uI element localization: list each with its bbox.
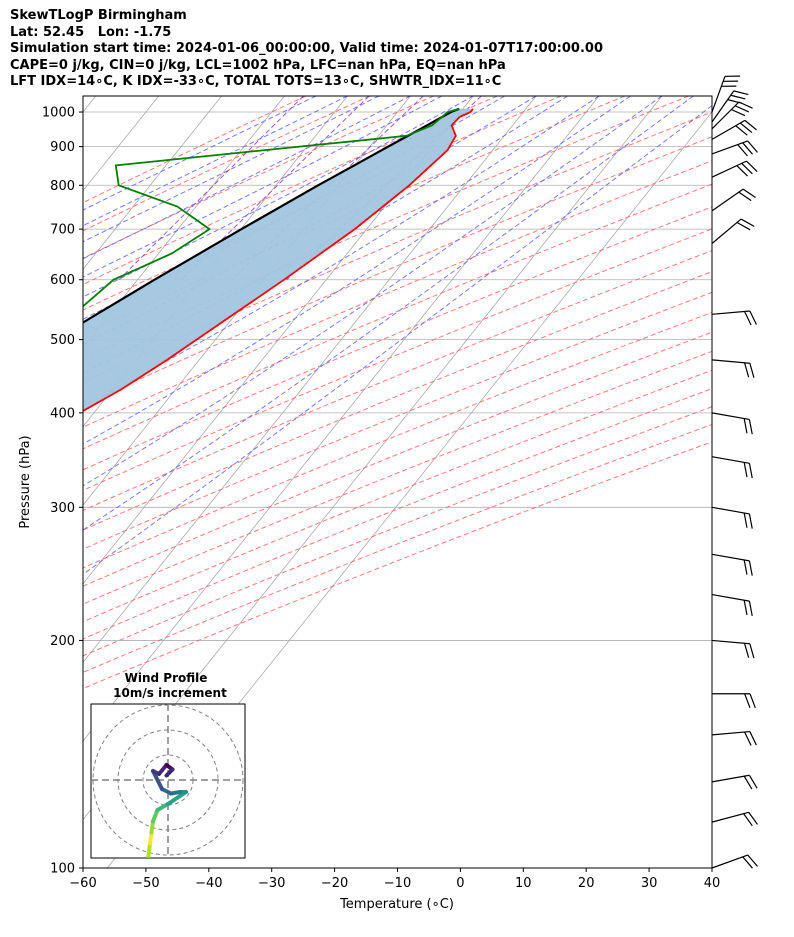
dry-adiabat-line [83,423,712,673]
hodograph-segment [151,808,160,824]
isotherm-line [83,96,97,113]
cin-area [83,108,474,411]
isotherm-line [83,96,537,664]
dry-adiabat-line [83,228,712,491]
moist-adiabat-line [83,96,663,487]
wind-barb [711,593,753,616]
wind-barb [711,506,753,529]
wind-barb [711,119,757,140]
dry-adiabat-line [83,271,712,531]
moist-adiabat-line [83,96,600,407]
moist-adiabat-line [83,96,317,211]
moist-adiabat-line [83,96,474,298]
moist-adiabat-line [83,96,348,227]
chart-title: SkewTLogP Birmingham [10,8,187,23]
chart-cape-line: CAPE=0 j/kg, CIN=0 j/kg, LCL=1002 hPa, L… [10,57,506,73]
y-tick-label: 200 [50,634,75,649]
y-tick-label: 1000 [42,106,75,121]
parcel-profile-line [83,107,460,324]
wind-barb [711,456,753,479]
chart-location: Lat: 52.45 Lon: -1.75 [10,24,172,40]
chart-indices-line: LFT IDX=14∘C, K IDX=-33∘C, TOTAL TOTS=13… [10,74,502,89]
x-tick-label: −50 [132,876,159,891]
chart-title-block: SkewTLogP Birmingham Lat: 52.45 Lon: -1.… [10,8,603,91]
x-tick-label: 0 [456,876,464,891]
wind-barb [711,854,758,869]
wind-barb [711,218,755,244]
wind-barb [711,160,758,178]
inset-subtitle: 10m/s increment [113,686,227,700]
x-tick-label: 20 [578,876,595,891]
cin-fill-layer [83,108,474,411]
mixing-ratio-line [118,96,304,281]
y-tick-label: 900 [50,140,75,155]
hodograph-segment [155,802,170,812]
dry-adiabat-line [83,291,712,550]
isotherm-line [83,96,348,428]
hodograph-inset [90,703,246,859]
wind-barb [711,811,758,827]
inset-title: Wind Profile [125,671,208,685]
wind-barb-column [711,75,758,869]
x-axis-label: Temperature (∘C) [339,897,454,912]
moist-adiabat-line [83,96,443,278]
dewpoint-profile-line [83,107,460,308]
y-axis-label: Pressure (hPa) [18,435,33,528]
x-tick-label: −30 [258,876,285,891]
chart-valid-time: Simulation start time: 2024-01-06_00:00:… [10,41,603,56]
wind-barb [711,774,758,790]
moist-adiabat-line [83,96,537,345]
profile-lines-layer [83,107,474,412]
x-tick-label: 10 [515,876,532,891]
wind-barb [711,730,757,746]
y-tick-label: 700 [50,223,75,238]
moist-adiabat-line [83,96,631,445]
x-tick-label: 30 [641,876,658,891]
isotherm-line [83,96,285,349]
wind-barb [711,75,741,113]
x-tick-label: 40 [704,876,721,891]
hodograph-segment [164,767,175,778]
dry-adiabat-line [83,96,371,232]
mixing-ratio-line [180,96,370,281]
moist-adiabat-line [83,96,505,320]
wind-barb [711,140,758,157]
dry-adiabat-line [83,96,626,336]
x-tick-label: −40 [195,876,222,891]
dry-adiabat-line [83,160,712,428]
dry-adiabat-line [83,111,712,383]
wind-barb [711,639,755,659]
y-tick-label: 400 [50,406,75,421]
dry-adiabat-line [83,406,712,657]
axes-layer: −60 −50 −40 −30 −20 −10 0 10 20 30 40 1000 900 800 700… [42,106,720,891]
dry-adiabat-line [83,441,712,690]
moist-adiabat-line [83,96,694,531]
dry-adiabat-line [83,369,712,623]
dry-adiabat-line [83,250,712,511]
hodograph-segment [151,769,164,791]
wind-barb [711,412,753,435]
wind-barb [711,553,753,576]
wind-barb [711,101,753,130]
wind-barb [711,188,756,212]
y-tick-label: 800 [50,179,75,194]
y-tick-label: 500 [50,333,75,348]
x-tick-label: −20 [321,876,348,891]
x-tick-label: −10 [384,876,411,891]
isotherm-line [83,96,474,585]
dry-adiabat-line [83,96,498,286]
temperature-profile-line [83,108,474,412]
y-tick-label: 100 [50,862,75,877]
dry-adiabat-line [83,331,712,587]
wind-barb [712,693,756,709]
dry-adiabat-line [83,136,712,406]
wind-barb [711,359,755,378]
x-tick-label: −60 [69,876,96,891]
dry-adiabat-line [83,388,712,640]
y-tick-label: 300 [50,501,75,516]
y-tick-label: 600 [50,273,75,288]
moist-adiabat-line [83,105,712,575]
wind-barb [711,310,757,326]
